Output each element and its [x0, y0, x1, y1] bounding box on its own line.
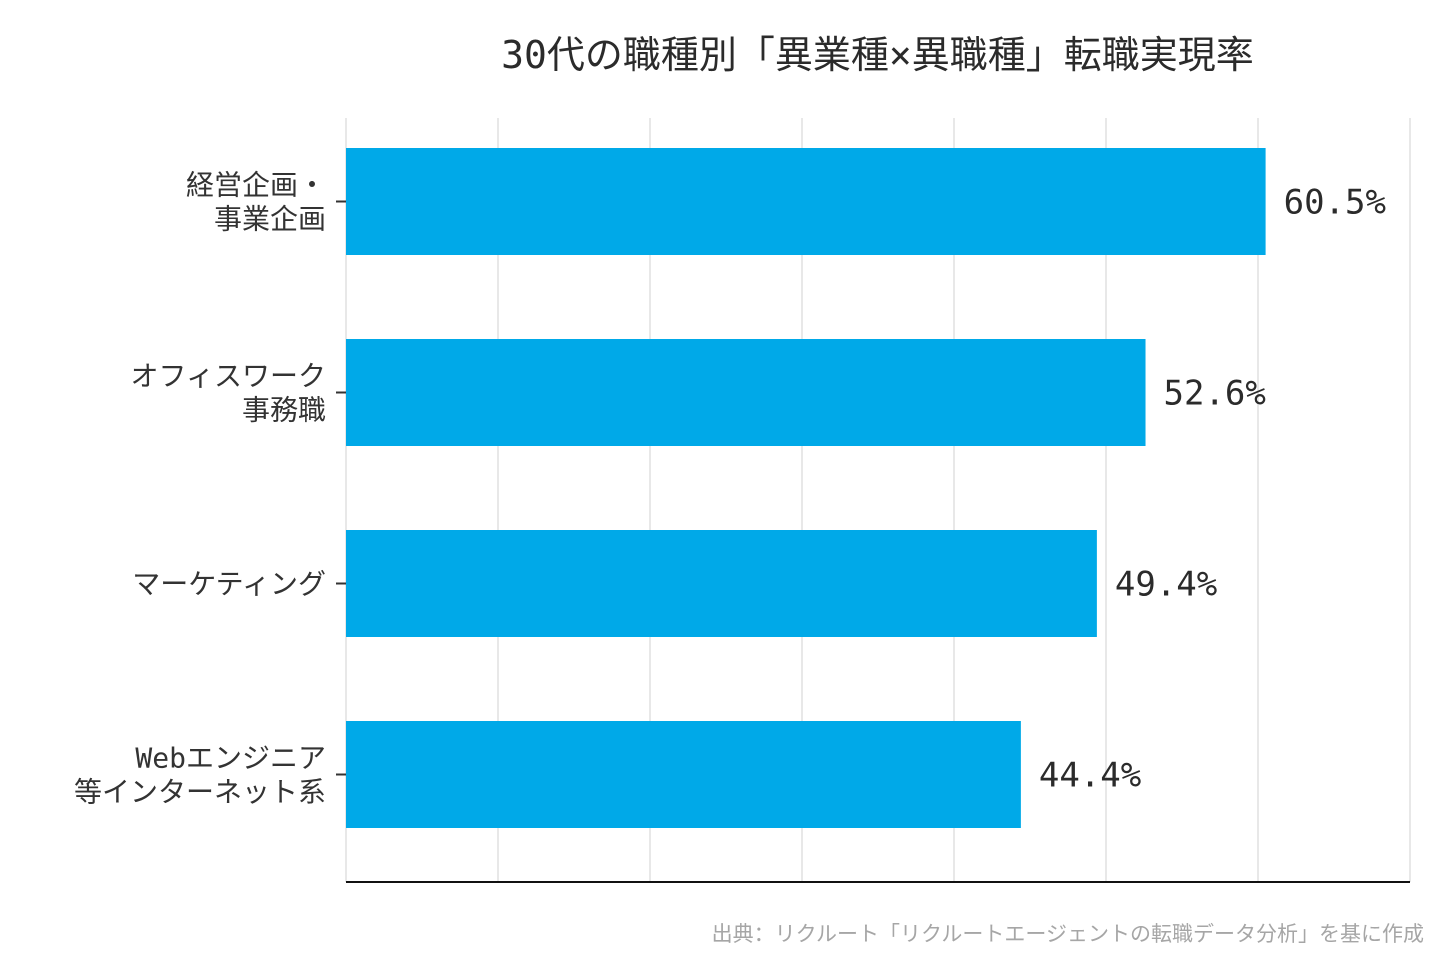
bars — [346, 148, 1266, 828]
category-label-line: Webエンジニア — [135, 742, 326, 775]
category-label-line: マーケティング — [132, 568, 326, 601]
category-label-line: 事務職 — [242, 394, 326, 427]
bar — [346, 530, 1097, 637]
axes — [336, 200, 1410, 883]
chart-title: 30代の職種別「異業種×異職種」転職実現率 — [501, 33, 1254, 77]
category-label-line: 等インターネット系 — [74, 776, 326, 809]
category-label: オフィスワーク事務職 — [131, 360, 326, 427]
category-label: 経営企画・事業企画 — [186, 169, 326, 236]
labels: 60.5% 経営企画・事業企画 52.6% オフィスワーク事務職 49.4% マーケティン… — [74, 169, 1386, 809]
category-label: マーケティング — [132, 568, 326, 601]
data-label: 52.6% — [1164, 374, 1266, 414]
bar — [346, 339, 1146, 446]
category-label: Webエンジニア等インターネット系 — [74, 742, 326, 809]
bar — [346, 721, 1021, 828]
category-label-line: 経営企画・ — [186, 169, 326, 202]
category-label-line: オフィスワーク — [131, 360, 326, 393]
bar — [346, 148, 1266, 255]
source-note: 出典：リクルート「リクルートエージェントの転職データ分析」を基に作成 — [711, 922, 1424, 946]
category-label-line: 事業企画 — [214, 203, 326, 236]
data-label: 60.5% — [1284, 183, 1386, 223]
data-label: 49.4% — [1115, 565, 1217, 605]
data-label: 44.4% — [1039, 756, 1141, 796]
